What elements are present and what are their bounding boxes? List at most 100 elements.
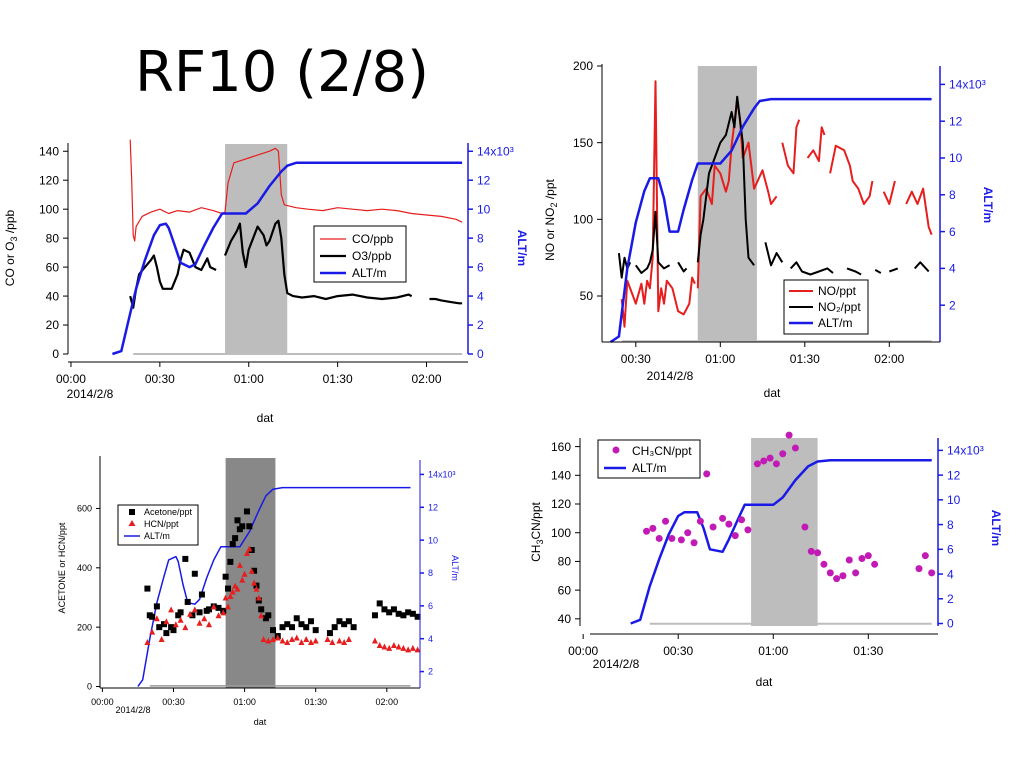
chart-no-no2: 00:30 01:00 01:30 02:00 50 100 150 200 2 4 6 8 10 1… — [543, 59, 995, 400]
x-tick-label: 01:00 — [234, 372, 264, 386]
point-hcn-ppt — [172, 621, 179, 628]
x-tick-label: 00:30 — [621, 352, 651, 366]
point-acetone-ppt — [350, 624, 357, 631]
point-ch3cn-ppt — [921, 552, 929, 560]
legend: CO/ppb O3/ppb ALT/m — [313, 225, 407, 283]
y2-tick-label: 6 — [428, 601, 433, 611]
y-tick-label: 150 — [573, 136, 593, 150]
series-no2-ppt — [846, 267, 862, 276]
legend-ch3cn: CH₃CN/ppt — [632, 444, 692, 458]
point-hcn-ppt — [279, 637, 286, 644]
point-acetone-ppt — [331, 624, 338, 631]
y-tick-label: 40 — [46, 289, 60, 303]
y-tick-label: 0 — [52, 347, 59, 361]
x-tick-label: 01:00 — [233, 697, 256, 707]
point-acetone-ppt — [270, 627, 277, 634]
point-acetone-ppt — [225, 585, 231, 592]
y2-tick-label: 2 — [477, 318, 484, 332]
point-acetone-ppt — [395, 610, 402, 617]
legend-no: NO/ppt — [818, 284, 857, 298]
point-acetone-ppt — [222, 573, 229, 580]
series-no2-ppt — [913, 261, 930, 273]
point-hcn-ppt — [248, 567, 255, 574]
point-acetone-ppt — [251, 567, 258, 574]
point-hcn-ppt — [241, 570, 248, 577]
point-acetone-ppt — [371, 612, 378, 619]
point-ch3cn-ppt — [871, 560, 879, 568]
point-hcn-ppt — [289, 636, 295, 643]
point-hcn-ppt — [206, 621, 213, 628]
point-ch3cn-ppt — [668, 534, 676, 542]
point-ch3cn-ppt — [864, 552, 872, 560]
point-acetone-ppt — [303, 624, 310, 631]
legend-alt: ALT/m — [818, 316, 852, 330]
series-no2-ppt — [634, 210, 671, 274]
point-acetone-ppt — [153, 603, 160, 610]
point-acetone-ppt — [265, 612, 272, 619]
y-tick-label: 120 — [551, 497, 571, 511]
x-tick-label: 01:30 — [304, 697, 327, 707]
point-acetone-ppt — [232, 535, 239, 542]
point-hcn-ppt — [303, 636, 310, 643]
y2-tick-label: 6 — [477, 260, 484, 274]
y-axis-label: CH3CN/ppt — [529, 501, 545, 561]
point-acetone-ppt — [229, 541, 236, 548]
x-ticks: 00:00 00:30 01:00 01:30 02:00 — [91, 688, 398, 707]
x-tick-label: 01:30 — [790, 352, 820, 366]
point-acetone-ppt — [184, 598, 191, 605]
series-layer — [137, 486, 421, 687]
x-ticks: 00:30 01:00 01:30 02:00 — [621, 342, 905, 366]
point-ch3cn-ppt — [785, 431, 793, 439]
point-acetone-ppt — [243, 508, 250, 515]
y-tick-label: 80 — [558, 555, 572, 569]
x-axis-label: dat — [764, 386, 781, 400]
point-hcn-ppt — [255, 594, 262, 601]
x-tick-label: 00:00 — [568, 644, 598, 658]
y-tick-label: 600 — [77, 504, 92, 514]
series-no2-ppt — [764, 242, 784, 267]
point-acetone-ppt — [170, 627, 177, 634]
point-hcn-ppt — [239, 576, 246, 583]
legend: CH₃CN/ppt ALT/m — [597, 439, 701, 479]
series-no2-ppt — [677, 261, 688, 273]
y-ticks: 0 20 40 60 80 100 120 140 — [39, 144, 68, 361]
legend-alt: ALT/m — [352, 266, 386, 280]
series-no2-ppt — [888, 267, 899, 273]
y2-tick-label: 6 — [947, 543, 954, 557]
y-tick-label: 40 — [558, 612, 572, 626]
point-hcn-ppt — [177, 616, 184, 623]
point-hcn-ppt — [390, 641, 397, 648]
point-ch3cn-ppt — [690, 539, 698, 547]
y2-axis-label: ALT/m — [450, 555, 460, 581]
y-tick-label: 120 — [39, 173, 59, 187]
point-ch3cn-ppt — [807, 547, 815, 555]
y-tick-label: 60 — [558, 583, 572, 597]
x-tick-label: 02:00 — [376, 697, 399, 707]
point-hcn-ppt — [260, 636, 267, 643]
point-acetone-ppt — [189, 612, 196, 619]
x-ticks: 00:00 00:30 01:00 01:30 02:00 — [56, 362, 442, 386]
point-acetone-ppt — [312, 627, 319, 634]
point-hcn-ppt — [220, 609, 227, 616]
y-tick-label: 60 — [46, 260, 60, 274]
y2-axis-label: ALT/m — [989, 510, 1003, 546]
point-acetone-ppt — [381, 606, 388, 613]
point-acetone-ppt — [390, 606, 397, 613]
chart-co-o3: 00:00 00:30 01:00 01:30 02:00 02040608010012… — [3, 139, 529, 425]
x-axis-label: dat — [254, 717, 267, 727]
y2-tick-label: 0 — [947, 617, 954, 631]
point-hcn-ppt — [414, 646, 421, 653]
point-ch3cn-ppt — [753, 460, 761, 468]
point-acetone-ppt — [196, 609, 203, 616]
y2-tick-label: 12 — [477, 173, 491, 187]
series-o3-ppb — [223, 219, 413, 301]
point-ch3cn-ppt — [791, 444, 799, 452]
point-acetone-ppt — [289, 624, 295, 631]
point-hcn-ppt — [229, 588, 236, 595]
point-acetone-ppt — [215, 604, 222, 611]
point-hcn-ppt — [232, 582, 239, 589]
y2-tick-label: 14x10³ — [477, 144, 514, 158]
y2-tick-label: 10 — [477, 202, 491, 216]
point-hcn-ppt — [201, 615, 208, 622]
point-hcn-ppt — [187, 610, 194, 617]
